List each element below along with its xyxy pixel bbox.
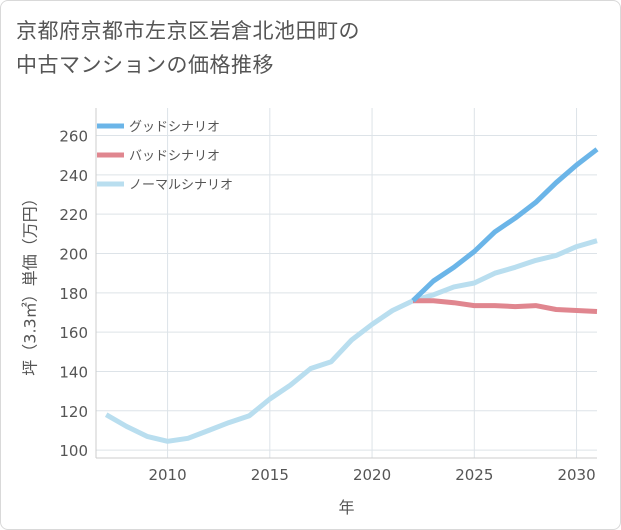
legend-bad-scenario-label: バッドシナリオ xyxy=(129,149,220,164)
series-lines xyxy=(104,147,599,444)
chart-title: 京都府京都市左京区岩倉北池田町の 中古マンションの価格推移 xyxy=(16,14,360,82)
y-tick-label-220: 220 xyxy=(59,206,88,224)
x-tick-label-2015: 2015 xyxy=(251,466,289,484)
series-normal-line xyxy=(104,238,598,444)
x-axis-label: 年 xyxy=(338,498,354,517)
series-bad-line xyxy=(413,298,598,314)
series-good-line xyxy=(411,147,599,303)
x-tick-label-2020: 2020 xyxy=(353,466,391,484)
legend-normal-scenario-label: ノーマルシナリオ xyxy=(129,178,233,193)
y-tick-label-160: 160 xyxy=(59,324,88,342)
y-tick-label-200: 200 xyxy=(59,246,88,264)
x-tick-label-2025: 2025 xyxy=(455,466,493,484)
y-tick-label-240: 240 xyxy=(59,167,88,185)
y-axis-label: 坪（3.3㎡）単価（万円） xyxy=(21,190,40,375)
x-tick-label-2010: 2010 xyxy=(148,466,186,484)
y-tick-label-180: 180 xyxy=(59,285,88,303)
y-tick-label-120: 120 xyxy=(59,403,88,421)
chart-title-line2: 中古マンションの価格推移 xyxy=(16,53,274,77)
tick-labels: 100 120 140 160 180 200 220 240 260 2010 2015 2020 2… xyxy=(59,128,595,484)
axes xyxy=(95,108,597,459)
y-tick-label-140: 140 xyxy=(59,363,88,381)
y-tick-label-100: 100 xyxy=(59,442,88,460)
x-tick-label-2030: 2030 xyxy=(557,466,595,484)
chart-title-line1: 京都府京都市左京区岩倉北池田町の xyxy=(16,19,360,43)
y-tick-label-260: 260 xyxy=(59,128,88,146)
legend-good-scenario-label: グッドシナリオ xyxy=(129,120,220,135)
